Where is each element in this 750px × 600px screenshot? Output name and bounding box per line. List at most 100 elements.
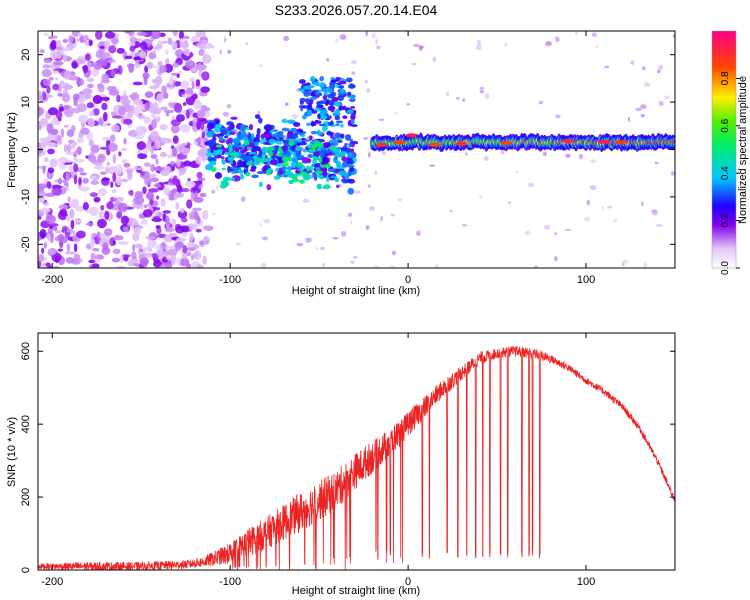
spectrogram-blob	[303, 91, 311, 97]
spectrogram-blob	[380, 215, 383, 222]
spectrogram-blob	[243, 155, 253, 162]
snr-xtick-label: -100	[219, 576, 241, 588]
spectrogram-blob	[196, 41, 207, 49]
spectrogram-blob	[405, 133, 418, 138]
spectrogram-blob	[160, 137, 169, 143]
spectrogram-blob	[354, 190, 362, 195]
spectrogram-blob	[189, 211, 200, 220]
spectrogram-blob	[115, 164, 123, 175]
spectrogram-blob	[156, 195, 160, 200]
spectrogram-blob	[391, 250, 397, 256]
spectrogram-blob	[195, 156, 202, 165]
spectrogram-blob	[578, 153, 584, 160]
spectrogram-blob	[63, 82, 70, 91]
spectrogram-blob	[246, 146, 253, 151]
spectrogram-blob	[101, 73, 110, 83]
spectrogram-blob	[57, 233, 65, 241]
spectrogram-blob	[142, 209, 153, 218]
spectrogram-blob	[143, 246, 152, 251]
spectrogram-blob	[197, 62, 203, 72]
spectrogram-blob	[309, 135, 313, 141]
spectrogram-blob	[58, 177, 62, 185]
spectrogram-blob	[295, 146, 301, 151]
spectrogram-blob	[67, 196, 72, 203]
spectrogram-blob	[222, 111, 230, 117]
spectrogram-blob	[208, 124, 215, 129]
spectrogram-blob	[241, 131, 247, 137]
spectrogram-blob	[328, 115, 332, 119]
spectrogram-blob	[413, 43, 420, 48]
spectrogram-blob	[62, 53, 67, 63]
spectrogram-blob	[344, 142, 348, 146]
spectrogram-blob	[165, 112, 170, 117]
spectrogram-blob	[479, 91, 485, 94]
spectrogram-blob	[613, 218, 618, 223]
spectrogram-blob	[565, 153, 571, 158]
spectrogram-blob	[104, 210, 110, 220]
spectrogram-blob	[231, 167, 240, 173]
spectrogram-blob	[347, 187, 355, 195]
spectrogram-blob	[376, 45, 381, 50]
spectrogram-blob	[93, 196, 101, 203]
spectrogram-blob	[65, 257, 75, 264]
spectrogram-blob	[234, 146, 239, 153]
spectrogram-blob	[170, 72, 179, 76]
spectrogram-blob	[42, 79, 52, 87]
spectrogram-blob	[435, 264, 439, 268]
spectrogram-blob	[74, 149, 78, 157]
spectrogram-blob	[455, 97, 460, 100]
spectrogram-blob	[200, 86, 210, 93]
spectrogram-blob	[201, 209, 209, 220]
spectrogram-blob	[112, 172, 117, 183]
spectrogram-blob	[289, 133, 299, 140]
spectrogram-blob	[346, 171, 353, 176]
spectrogram-blob	[237, 164, 247, 168]
spectrogram-blob	[499, 140, 512, 145]
colorbar-gradient	[711, 30, 737, 269]
spectrogram-blob	[445, 91, 450, 97]
spectrogram-blob	[68, 75, 79, 81]
spectrogram-blob	[86, 77, 95, 83]
spectrogram-blob	[166, 153, 174, 159]
spectrogram-blob	[330, 175, 338, 179]
spectrogram-blob	[111, 115, 123, 119]
spectrogram-blob	[330, 106, 335, 113]
colorbar-tick-label: 0.0	[720, 261, 731, 275]
snr-background	[38, 333, 675, 570]
spectrogram-blob	[305, 98, 310, 104]
spectrogram-blob	[248, 123, 254, 131]
spectrogram-blob	[318, 82, 326, 88]
spectrogram-blob	[346, 159, 354, 165]
spectrogram-blob	[266, 184, 272, 191]
spectrogram-blob	[226, 103, 232, 109]
spectrogram-blob	[259, 64, 263, 67]
spectrogram-blob	[181, 231, 189, 237]
spectrogram-blob	[43, 32, 50, 37]
spectrogram-blob	[43, 201, 49, 206]
spectrogram-blob	[307, 153, 313, 158]
spectrogram-blob	[129, 45, 136, 52]
snr-series-line	[38, 346, 675, 570]
spectrogram-blob	[315, 166, 320, 171]
spectrogram-blob	[254, 114, 261, 119]
spectrogram-blob	[304, 176, 310, 181]
spectrogram-blob	[516, 170, 519, 174]
spectrogram-blob	[89, 175, 97, 180]
spectrogram-blob	[90, 144, 100, 154]
spectrogram-blob	[331, 96, 339, 102]
snr-xtick-label: 100	[577, 576, 595, 588]
snr-xlabel: Height of straight line (km)	[292, 585, 420, 597]
spectrogram-blob	[245, 171, 251, 177]
spectrogram-blob	[135, 125, 147, 135]
spectrogram-blob	[69, 208, 75, 219]
spectrogram-blob	[47, 148, 55, 155]
spectrogram-blob	[100, 204, 105, 211]
spectrogram-blob	[165, 260, 173, 268]
spectrogram-blob	[264, 124, 273, 132]
spectrogram-blob	[106, 85, 117, 92]
spectrogram-blob	[104, 40, 111, 49]
spectrogram-blob	[325, 101, 329, 106]
colorbar-tick-label: 0.4	[720, 166, 731, 180]
spectrogram-blob	[102, 242, 109, 251]
